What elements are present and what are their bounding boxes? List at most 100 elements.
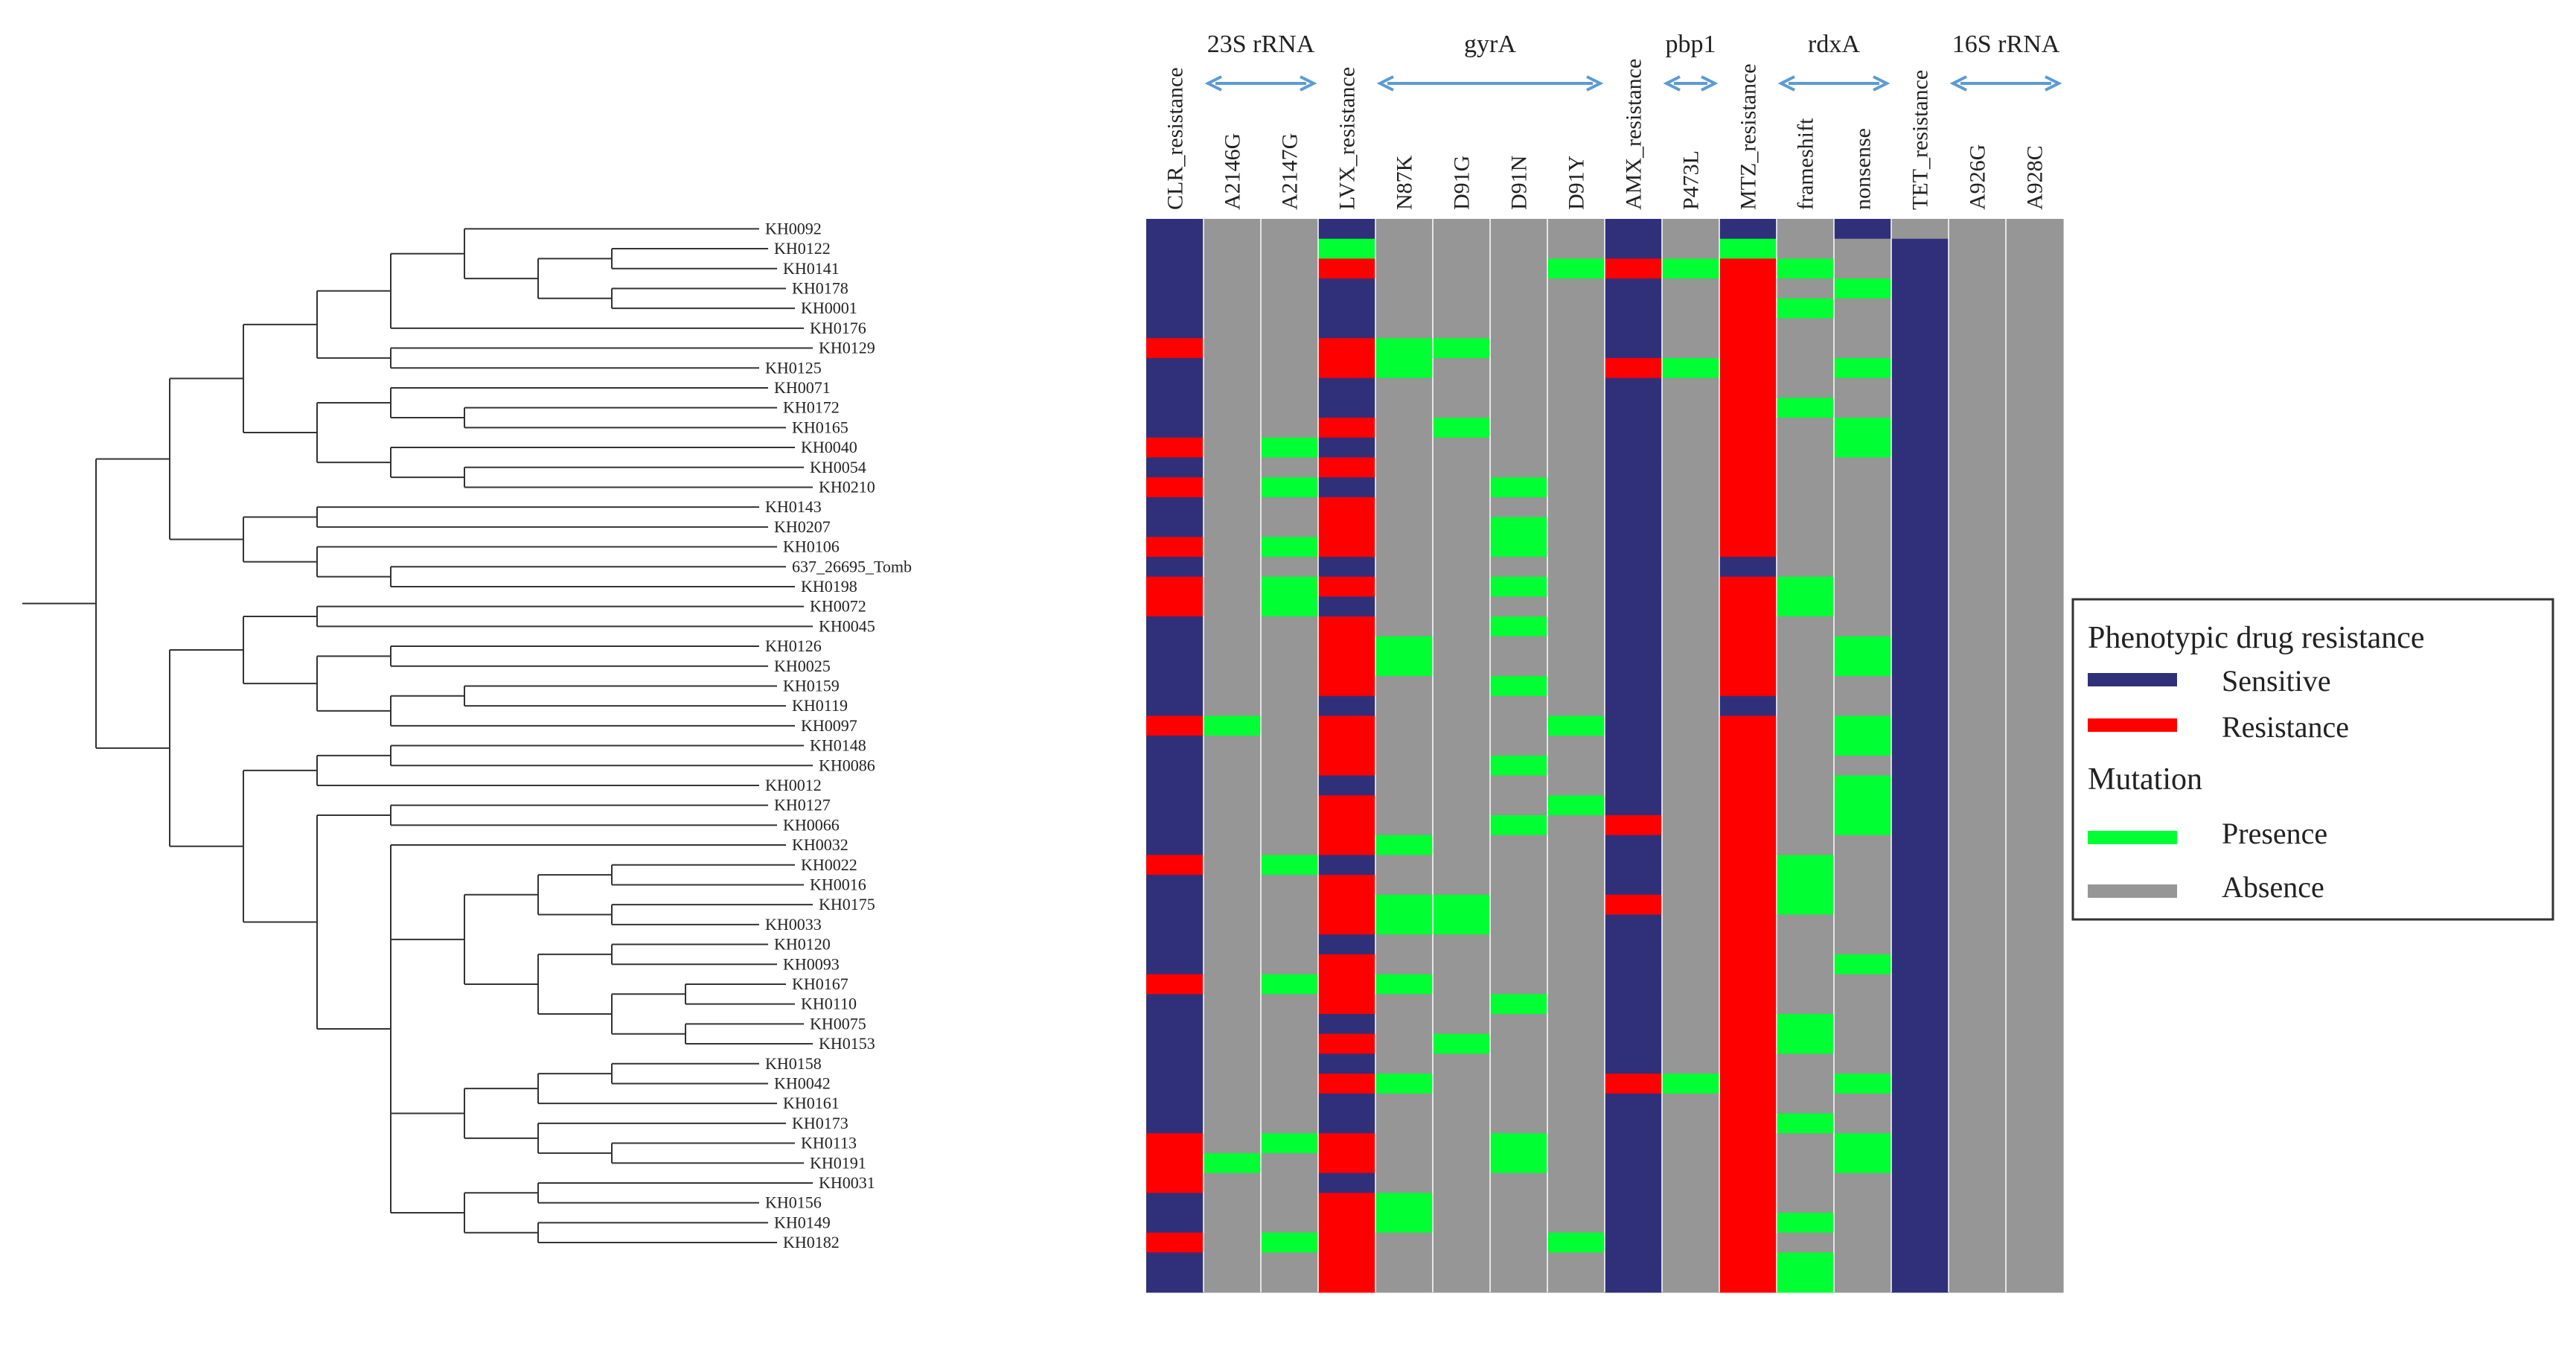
heatmap-cell	[1605, 1152, 1663, 1174]
heatmap-cell	[1834, 894, 1892, 916]
heatmap-cell	[2006, 278, 2064, 299]
heatmap-cell	[1375, 636, 1434, 657]
heatmap-cell	[1662, 736, 1720, 756]
heatmap-cell	[1547, 457, 1605, 478]
heatmap-cell	[1719, 318, 1777, 339]
heatmap-cell	[1662, 1033, 1720, 1054]
heatmap-cell	[1834, 338, 1892, 359]
heatmap-cell	[2006, 357, 2064, 379]
heatmap-cell	[1605, 437, 1663, 458]
heatmap-cell	[1949, 1014, 2007, 1035]
heatmap-cell	[1318, 815, 1376, 836]
heatmap-cell	[1204, 278, 1262, 299]
heatmap-cell	[1662, 1113, 1720, 1134]
heatmap-cell	[1547, 775, 1605, 796]
column-label: A2146G	[1221, 133, 1245, 210]
column-label: D91N	[1507, 156, 1532, 210]
heatmap-cell	[1719, 1173, 1777, 1193]
heatmap-cell	[1949, 994, 2007, 1015]
heatmap-cell	[1605, 357, 1663, 379]
heatmap-cell	[1777, 934, 1835, 955]
heatmap-cell	[1719, 298, 1777, 319]
heatmap-cell	[1834, 1113, 1892, 1134]
heatmap-cell	[2006, 1113, 2064, 1134]
gene-span-arrowhead	[1300, 75, 1317, 92]
heatmap-cell	[1375, 517, 1434, 538]
heatmap-cell	[1318, 1014, 1376, 1035]
heatmap-cell	[1891, 695, 1949, 717]
heatmap-cell	[1433, 556, 1491, 578]
heatmap-cell	[1146, 1232, 1204, 1253]
heatmap-cell	[1261, 1113, 1319, 1134]
heatmap-cell	[1949, 1152, 2007, 1174]
heatmap-cell	[1949, 377, 2007, 398]
heatmap-cell	[1777, 914, 1835, 935]
heatmap-cell	[1318, 695, 1376, 717]
heatmap-cell	[1605, 377, 1663, 398]
heatmap-cell	[1662, 576, 1720, 597]
heatmap-cell	[1547, 1193, 1605, 1214]
heatmap-cell	[1318, 795, 1376, 816]
heatmap-cell	[1547, 934, 1605, 955]
strain-label: KH0022	[801, 855, 857, 874]
heatmap-cell	[1261, 855, 1319, 876]
heatmap-cell	[1605, 636, 1663, 657]
heatmap-cell	[1777, 894, 1835, 916]
heatmap-cell	[1261, 894, 1319, 916]
strain-label: KH0110	[801, 995, 857, 1013]
heatmap-cell	[1433, 914, 1491, 935]
heatmap-cell	[1719, 1272, 1777, 1293]
column-label: A926G	[1966, 144, 1990, 210]
heatmap-cell	[1949, 974, 2007, 995]
heatmap-cell	[2006, 1093, 2064, 1114]
heatmap-cell	[1719, 715, 1777, 736]
heatmap-cell	[1662, 477, 1720, 498]
heatmap-cell	[1719, 457, 1777, 478]
heatmap-cell	[1662, 357, 1720, 379]
heatmap-cell	[1547, 556, 1605, 578]
heatmap-cell	[1490, 954, 1548, 975]
heatmap-cell	[1949, 1213, 2007, 1234]
heatmap-cell	[1834, 974, 1892, 995]
heatmap-cell	[1204, 377, 1262, 398]
heatmap-cell	[1662, 835, 1720, 855]
heatmap-cell	[1834, 954, 1892, 975]
heatmap-cell	[1949, 1193, 2007, 1214]
heatmap-cell	[1662, 1173, 1720, 1193]
heatmap-cell	[1891, 736, 1949, 756]
heatmap-cell	[1204, 775, 1262, 796]
heatmap-cell	[1949, 1173, 2007, 1193]
heatmap-cell	[1834, 676, 1892, 697]
heatmap-cell	[1261, 1033, 1319, 1054]
heatmap-cell	[1146, 736, 1204, 756]
heatmap-cell	[1662, 596, 1720, 617]
strain-label: KH0071	[774, 378, 831, 397]
heatmap-cell	[1719, 1093, 1777, 1114]
heatmap-cell	[1490, 437, 1548, 458]
heatmap-cell	[1662, 398, 1720, 418]
heatmap-cell	[1490, 278, 1548, 299]
heatmap-cell	[1547, 1152, 1605, 1174]
heatmap-cell	[2006, 1152, 2064, 1174]
heatmap-cell	[2006, 894, 2064, 916]
heatmap-cell	[1891, 418, 1949, 438]
heatmap-cell	[2006, 656, 2064, 677]
heatmap-cell	[1490, 656, 1548, 677]
heatmap-cell	[1261, 556, 1319, 578]
heatmap-cell	[1777, 875, 1835, 896]
heatmap-cell	[1490, 616, 1548, 637]
heatmap-cell	[1318, 556, 1376, 578]
heatmap-cell	[2006, 1014, 2064, 1035]
heatmap-cell	[1375, 954, 1434, 975]
heatmap-cell	[1719, 1033, 1777, 1054]
heatmap-cell	[2006, 1193, 2064, 1214]
heatmap-cell	[1433, 318, 1491, 339]
heatmap-cell	[1375, 1033, 1434, 1054]
heatmap-cell	[1490, 715, 1548, 736]
heatmap-cell	[1949, 517, 2007, 538]
heatmap-cell	[1146, 1093, 1204, 1114]
heatmap-cell	[1146, 1113, 1204, 1134]
strain-label: KH0141	[783, 259, 840, 278]
heatmap-cell	[1318, 258, 1376, 279]
heatmap-cell	[2006, 1232, 2064, 1253]
